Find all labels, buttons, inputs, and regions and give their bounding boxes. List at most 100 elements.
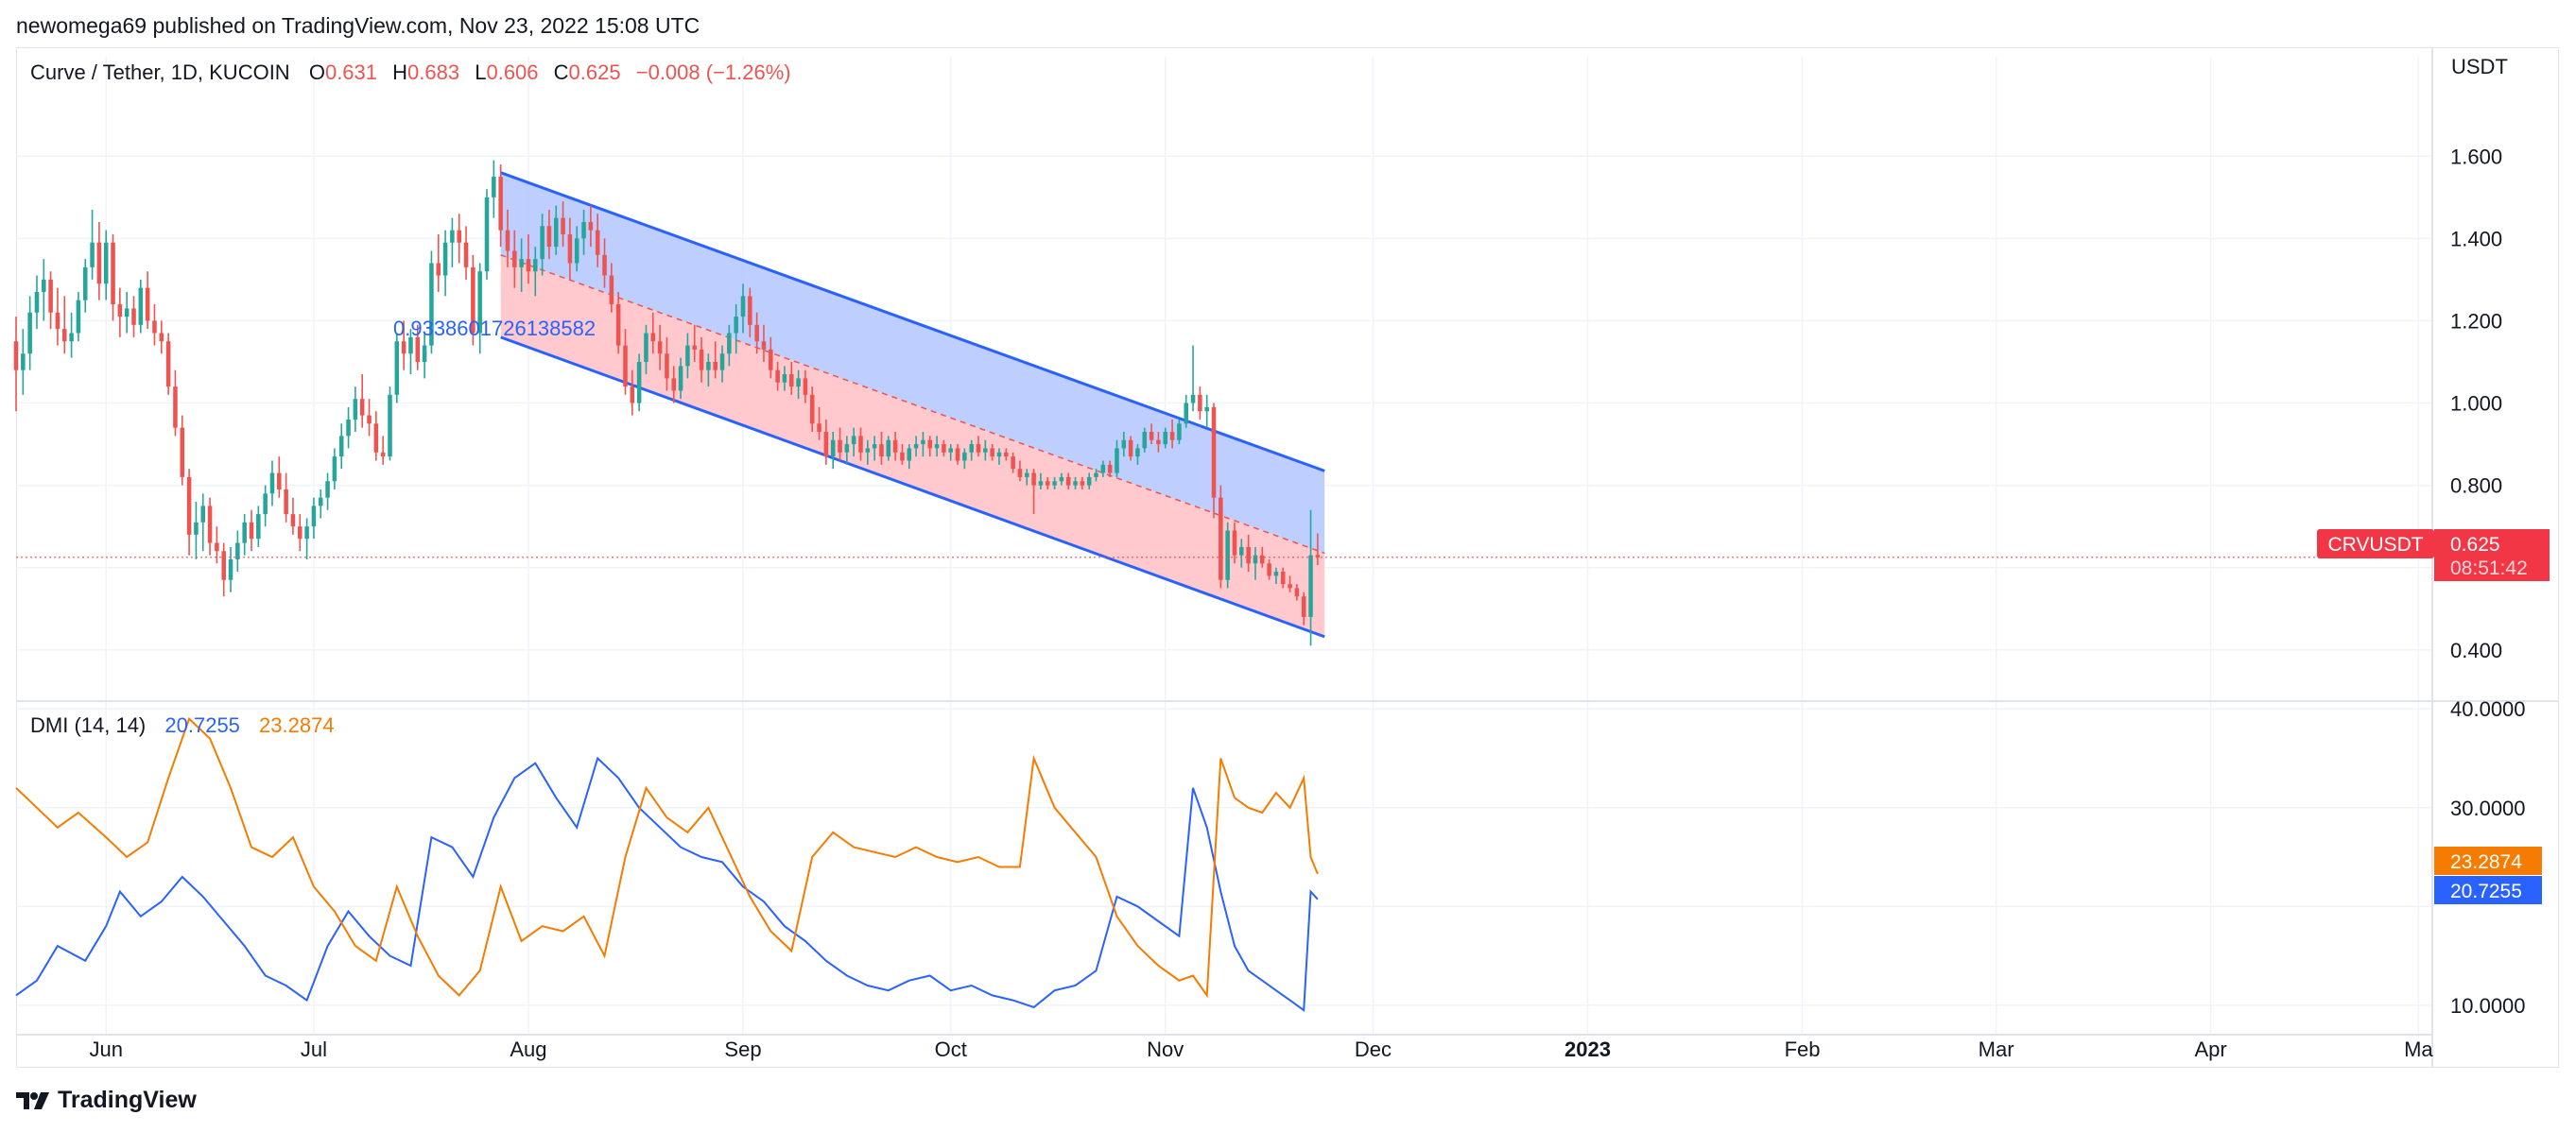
candle-body xyxy=(838,439,842,453)
candle-body xyxy=(242,522,247,543)
candle-body xyxy=(1149,432,1154,440)
candle-body xyxy=(1080,481,1085,486)
footer-brand: TradingView xyxy=(16,1087,197,1114)
candle-body xyxy=(194,522,199,535)
last-price-text: 0.625 xyxy=(2450,534,2500,556)
candle-body xyxy=(284,489,288,515)
candle xyxy=(913,436,919,457)
candle xyxy=(775,361,780,391)
dmi-tick-label: 30.0000 xyxy=(2450,797,2526,820)
candle-body xyxy=(1163,432,1168,445)
candle-body xyxy=(21,353,26,370)
candle-body xyxy=(913,444,919,449)
candle xyxy=(567,217,573,280)
plus-di-value: 20.7255 xyxy=(164,713,240,737)
candle-body xyxy=(367,415,372,424)
candle xyxy=(1204,394,1209,428)
candle-body xyxy=(553,217,559,248)
candle-body xyxy=(588,221,594,231)
candle-body xyxy=(346,419,351,437)
candle xyxy=(111,234,115,321)
candle-body xyxy=(228,558,233,580)
candle xyxy=(948,444,953,461)
candle-body xyxy=(1190,394,1196,403)
candle-body xyxy=(436,263,441,276)
candle xyxy=(90,209,95,280)
candle xyxy=(484,189,490,280)
candle xyxy=(595,214,600,267)
candle xyxy=(338,423,344,470)
tradingview-logo-icon xyxy=(16,1091,49,1109)
candle-body xyxy=(519,259,524,267)
time-tick-label: Aug xyxy=(510,1038,546,1061)
candle xyxy=(561,201,565,248)
minus-di-badge-text: 23.2874 xyxy=(2450,851,2522,873)
candle-body xyxy=(644,333,648,362)
candle xyxy=(1100,460,1106,477)
candle xyxy=(408,329,413,375)
candle-body xyxy=(844,444,850,453)
candle-body xyxy=(851,436,856,445)
candle-body xyxy=(1004,452,1009,457)
candle-body xyxy=(290,514,296,527)
candle-body xyxy=(1301,596,1306,617)
candle xyxy=(990,444,994,461)
candle-body xyxy=(1135,448,1140,457)
close-value: 0.625 xyxy=(569,60,621,84)
candle-body xyxy=(117,304,123,317)
candle xyxy=(623,329,628,395)
candle-body xyxy=(983,448,988,453)
candle-body xyxy=(1038,481,1044,486)
candle-body xyxy=(415,336,421,362)
price-tick-label: 1.400 xyxy=(2450,227,2502,250)
candle-body xyxy=(442,242,448,276)
candle xyxy=(927,436,933,457)
candle-body xyxy=(422,345,427,362)
time-tick-label: Jun xyxy=(89,1038,122,1061)
candle xyxy=(1301,592,1306,626)
candle xyxy=(311,497,317,540)
candle xyxy=(422,333,427,379)
candle xyxy=(872,436,877,461)
candle-body xyxy=(1121,439,1127,449)
candle xyxy=(498,164,503,248)
symbol-title: Curve / Tether, 1D, KUCOIN xyxy=(30,60,290,84)
candle-body xyxy=(533,259,538,272)
price-tick-label: 0.800 xyxy=(2450,474,2502,498)
candle xyxy=(34,275,40,330)
candle-body xyxy=(921,439,925,445)
candle xyxy=(900,444,905,465)
grid xyxy=(16,47,2559,1068)
candle-body xyxy=(1052,481,1057,486)
publisher-line: newomega69 published on TradingView.com,… xyxy=(16,13,700,38)
candle-body xyxy=(650,333,656,342)
candle xyxy=(298,514,303,552)
candle-body xyxy=(82,266,88,300)
candle-body xyxy=(1017,469,1023,477)
candle-body xyxy=(332,456,337,482)
candle xyxy=(145,271,150,330)
candle xyxy=(1260,546,1265,568)
candle xyxy=(1163,427,1168,449)
candle xyxy=(727,324,732,367)
candle-body xyxy=(55,312,61,330)
high-value: 0.683 xyxy=(407,60,459,84)
candle xyxy=(388,386,392,461)
candle xyxy=(304,518,309,559)
candle xyxy=(256,506,261,547)
candle-body xyxy=(1128,439,1133,457)
candle-body xyxy=(942,444,946,453)
candle xyxy=(581,209,586,255)
candle xyxy=(1080,476,1085,489)
candle-body xyxy=(152,320,157,334)
dmi-legend: DMI (14, 14) 20.7255 23.2874 xyxy=(30,713,335,737)
candle xyxy=(665,336,669,391)
candle xyxy=(796,369,801,400)
candle-body xyxy=(1031,472,1036,486)
candle-body xyxy=(1211,406,1217,498)
candle xyxy=(346,406,351,449)
candle xyxy=(823,419,829,465)
candle xyxy=(1253,546,1258,580)
candle-body xyxy=(388,394,392,457)
